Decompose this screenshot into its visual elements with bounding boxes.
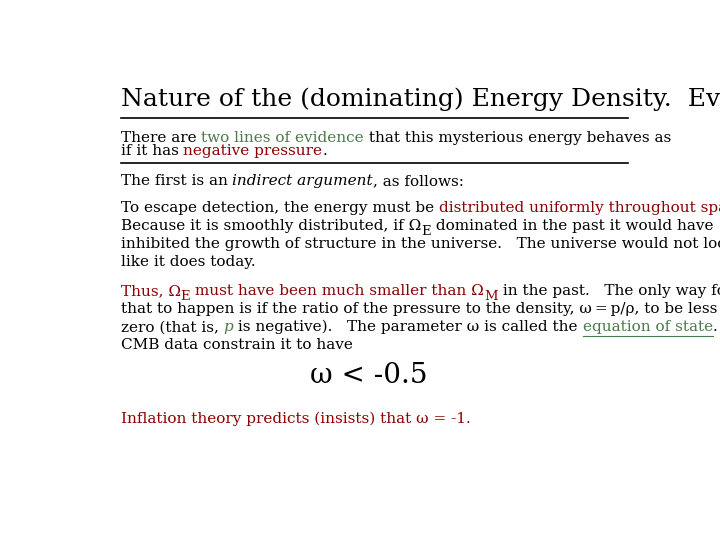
Text: negative pressure: negative pressure bbox=[184, 144, 323, 158]
Text: p: p bbox=[223, 320, 233, 334]
Text: .: . bbox=[323, 144, 327, 158]
Text: is negative).   The parameter ω is called the: is negative). The parameter ω is called … bbox=[233, 320, 582, 334]
Text: zero (that is,: zero (that is, bbox=[121, 320, 223, 334]
Text: two lines of evidence: two lines of evidence bbox=[201, 131, 364, 145]
Text: CMB data constrain it to have: CMB data constrain it to have bbox=[121, 338, 353, 352]
Text: indirect argument: indirect argument bbox=[233, 174, 373, 188]
Text: dominated in the past it would have: dominated in the past it would have bbox=[431, 219, 713, 233]
Text: The first is an: The first is an bbox=[121, 174, 233, 188]
Text: , as follows:: , as follows: bbox=[373, 174, 464, 188]
Text: equation of state: equation of state bbox=[582, 320, 713, 334]
Text: must have been much smaller than Ω: must have been much smaller than Ω bbox=[190, 285, 484, 299]
Text: E: E bbox=[421, 225, 431, 238]
Text: E: E bbox=[181, 291, 190, 303]
Text: in the past.   The only way for: in the past. The only way for bbox=[498, 285, 720, 299]
Text: M: M bbox=[484, 291, 498, 303]
Text: There are: There are bbox=[121, 131, 201, 145]
Text: To escape detection, the energy must be: To escape detection, the energy must be bbox=[121, 201, 438, 215]
Text: distributed uniformly throughout space: distributed uniformly throughout space bbox=[438, 201, 720, 215]
Text: that to happen is if the ratio of the pressure to the density, ω = p/ρ, to be le: that to happen is if the ratio of the pr… bbox=[121, 302, 720, 316]
Text: that this mysterious energy behaves as: that this mysterious energy behaves as bbox=[364, 131, 671, 145]
Text: like it does today.: like it does today. bbox=[121, 255, 256, 269]
Text: if it has: if it has bbox=[121, 144, 184, 158]
Text: Inflation theory predicts (insists) that ω = -1.: Inflation theory predicts (insists) that… bbox=[121, 412, 470, 426]
Text: .   The: . The bbox=[713, 320, 720, 334]
Text: inhibited the growth of structure in the universe.   The universe would not look: inhibited the growth of structure in the… bbox=[121, 237, 720, 251]
Text: Nature of the (dominating) Energy Density.  Evidence 1: Nature of the (dominating) Energy Densit… bbox=[121, 87, 720, 111]
Text: ω < -0.5: ω < -0.5 bbox=[310, 362, 428, 389]
Text: Because it is smoothly distributed, if Ω: Because it is smoothly distributed, if Ω bbox=[121, 219, 421, 233]
Text: Thus, Ω: Thus, Ω bbox=[121, 285, 181, 299]
